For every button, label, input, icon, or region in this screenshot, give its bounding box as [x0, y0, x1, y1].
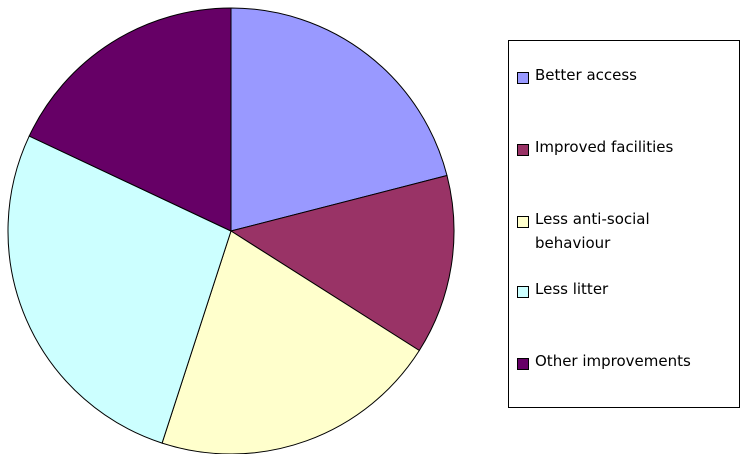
legend-swatch: [517, 358, 529, 370]
pie-slice-other-improvements: [28, 7, 232, 232]
pie-slice-improved-facilities: [229, 174, 455, 352]
legend-swatch: [517, 216, 529, 228]
legend-item-less-litter: Less litter: [517, 280, 608, 301]
legend: Better access Improved facilities Less a…: [508, 40, 740, 408]
pie-slice-less-anti-social-behaviour: [161, 230, 420, 454]
legend-swatch: [517, 72, 529, 84]
legend-item-other-improvements: Other improvements: [517, 352, 691, 373]
pie-slice-less-litter: [7, 135, 232, 444]
legend-label: Improved facilities: [535, 138, 674, 156]
legend-swatch: [517, 286, 529, 298]
legend-label: Better access: [535, 66, 637, 84]
legend-label: Less litter: [535, 280, 609, 298]
legend-swatch: [517, 144, 529, 156]
legend-label: Other improvements: [535, 352, 691, 370]
pie-slice-better-access: [230, 7, 448, 232]
legend-label: Less anti-social behaviour: [535, 210, 650, 252]
legend-item-less-anti-social-behaviour: Less anti-social behaviour: [517, 210, 685, 255]
legend-item-better-access: Better access: [517, 66, 637, 87]
legend-item-improved-facilities: Improved facilities: [517, 138, 673, 159]
